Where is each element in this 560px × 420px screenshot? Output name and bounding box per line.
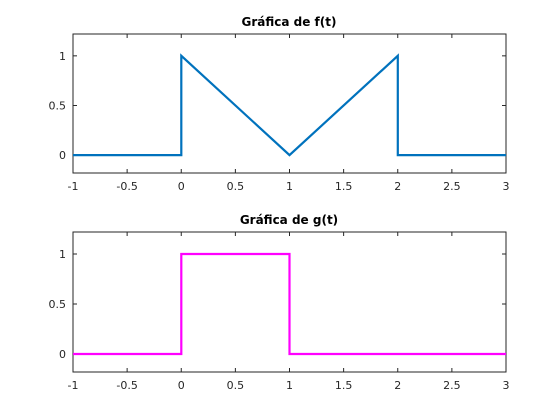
subplot-f-xtick-label: 0.5 (227, 180, 245, 193)
subplot-f-xtick-label: 0 (178, 180, 185, 193)
subplot-g-xtick-label: 0 (178, 379, 185, 392)
subplot-g-xtick-label: 2.5 (443, 379, 461, 392)
subplot-g-ytick-label: 1 (59, 248, 66, 261)
subplot-f-xtick-label: -1 (68, 180, 79, 193)
subplot-g-series-line (73, 252, 506, 356)
subplot-f-xtick-label: 2.5 (443, 180, 461, 193)
subplot-g-xtick-label: -1 (68, 379, 79, 392)
subplot-g-ytick-label: 0.5 (49, 298, 67, 311)
subplot-g: Gráfica de g(t) -1 -0.5 0 0.5 1 1.5 2 2.5 3 0 0.5 1 (49, 213, 510, 392)
subplot-f-axes (72, 33, 507, 174)
subplot-f-title: Gráfica de f(t) (242, 15, 337, 29)
subplot-f-series-line (73, 53, 506, 157)
subplot-g-ytick-label: 0 (59, 348, 66, 361)
subplot-g-xtick-label: 1 (286, 379, 293, 392)
subplot-g-xtick-label: -0.5 (116, 379, 137, 392)
subplot-f-xtick-label: 1.5 (335, 180, 353, 193)
subplot-f-xtick-label: 1 (286, 180, 293, 193)
subplot-f-ytick-label: 1 (59, 50, 66, 63)
subplot-f-xtick-label: 2 (394, 180, 401, 193)
subplot-f-xtick-label: -0.5 (116, 180, 137, 193)
subplot-f-ytick-label: 0 (59, 149, 66, 162)
subplot-g-xtick-label: 1.5 (335, 379, 353, 392)
subplot-f-xtick-label: 3 (503, 180, 510, 193)
subplot-g-xtick-label: 2 (394, 379, 401, 392)
subplot-f-ytick-label: 0.5 (49, 99, 67, 112)
subplot-f: Gráfica de f(t) -1 -0.5 0 0.5 1 1.5 2 2.5 3 0 0.5 1 (49, 15, 510, 193)
subplot-g-title: Gráfica de g(t) (240, 213, 338, 227)
subplot-g-xtick-label: 0.5 (227, 379, 245, 392)
subplot-g-xtick-label: 3 (503, 379, 510, 392)
